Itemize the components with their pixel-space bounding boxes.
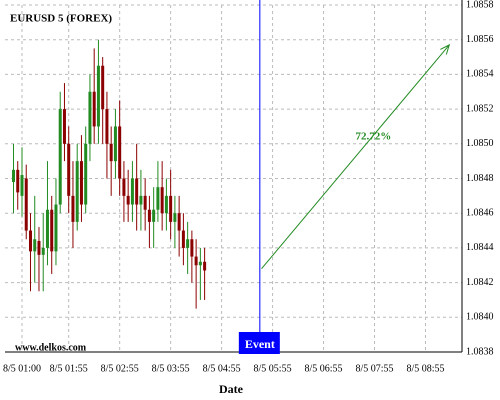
y-tick-label: 1.0854 bbox=[466, 69, 494, 80]
candle-body bbox=[28, 230, 32, 252]
candle-body bbox=[11, 169, 15, 182]
candle-body bbox=[24, 178, 28, 231]
forecast-arrow bbox=[261, 44, 450, 270]
arrow-head bbox=[440, 43, 451, 55]
candle-body bbox=[37, 240, 41, 255]
candle-body bbox=[67, 143, 71, 196]
x-tick-label: 8/5 08:55 bbox=[406, 363, 444, 374]
candle-body bbox=[75, 161, 79, 222]
candle-body bbox=[50, 209, 54, 252]
candle-body bbox=[139, 195, 143, 205]
x-tick-label: 8/5 01:00 bbox=[3, 363, 41, 374]
candle-body bbox=[41, 247, 45, 255]
candle-body bbox=[92, 91, 96, 127]
candle-body bbox=[186, 239, 190, 248]
candle-body bbox=[96, 65, 100, 127]
candle-body bbox=[113, 126, 117, 162]
candle-body bbox=[152, 209, 156, 222]
x-tick-label: 8/5 07:55 bbox=[355, 363, 393, 374]
candle-body bbox=[194, 256, 198, 266]
candle-body bbox=[45, 209, 49, 248]
y-tick-label: 1.0840 bbox=[466, 312, 494, 323]
y-tick-label: 1.0842 bbox=[466, 277, 494, 288]
candle-body bbox=[169, 195, 173, 222]
candle-body bbox=[105, 109, 109, 144]
candle-body bbox=[130, 178, 134, 205]
candle-body bbox=[198, 261, 202, 266]
candle-body bbox=[101, 65, 105, 110]
candle-body bbox=[181, 230, 185, 248]
x-tick-label: 8/5 03:55 bbox=[152, 363, 190, 374]
x-tick-label: 8/5 04:55 bbox=[203, 363, 241, 374]
y-tick-label: 1.0838 bbox=[466, 346, 494, 357]
candle-body bbox=[33, 239, 37, 252]
y-tick-label: 1.0856 bbox=[466, 34, 494, 45]
candle-body bbox=[88, 91, 92, 144]
candle-body bbox=[203, 261, 207, 271]
watermark: www.delkos.com bbox=[15, 342, 87, 353]
chart-title: EURUSD 5 (FOREX) bbox=[10, 13, 112, 25]
event-label: Event bbox=[245, 337, 275, 351]
candle-body bbox=[54, 204, 58, 252]
y-tick-label: 1.0850 bbox=[466, 138, 494, 149]
y-tick-label: 1.0844 bbox=[466, 242, 494, 253]
candle-body bbox=[84, 143, 88, 205]
candle-body bbox=[156, 187, 160, 210]
y-tick-label: 1.0848 bbox=[466, 173, 494, 184]
y-tick-label: 1.0858 bbox=[466, 0, 494, 10]
candle-body bbox=[16, 169, 20, 193]
candle-body bbox=[190, 239, 194, 257]
x-tick-label: 8/5 05:55 bbox=[254, 363, 292, 374]
candle-body bbox=[118, 126, 122, 179]
candle-body bbox=[62, 109, 66, 144]
candle-body bbox=[122, 178, 126, 196]
candle-body bbox=[177, 213, 181, 231]
candle-body bbox=[135, 178, 139, 205]
candle-body bbox=[71, 195, 75, 222]
event-box bbox=[238, 332, 280, 354]
candle-body bbox=[58, 109, 62, 205]
y-tick-label: 1.0852 bbox=[466, 103, 494, 114]
candle-body bbox=[109, 143, 113, 162]
y-tick-label: 1.0846 bbox=[466, 207, 494, 218]
candle-body bbox=[147, 209, 151, 222]
x-tick-label: 8/5 06:55 bbox=[305, 363, 343, 374]
candle-body bbox=[20, 175, 24, 196]
forecast-label: 72.72% bbox=[356, 130, 392, 142]
x-tick-label: 8/5 01:55 bbox=[50, 363, 88, 374]
candle-body bbox=[164, 195, 168, 214]
candle-body bbox=[143, 195, 147, 210]
x-axis-label: Date bbox=[219, 382, 244, 396]
candle-body bbox=[173, 213, 177, 222]
x-tick-label: 8/5 02:55 bbox=[101, 363, 139, 374]
candle-body bbox=[160, 187, 164, 214]
candle-body bbox=[79, 161, 83, 205]
candle-body bbox=[126, 195, 130, 205]
